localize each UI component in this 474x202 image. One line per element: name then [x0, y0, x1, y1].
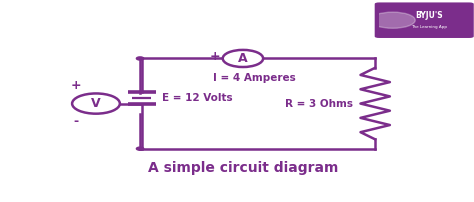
Text: V: V: [91, 97, 101, 110]
FancyBboxPatch shape: [375, 2, 474, 38]
Text: +: +: [210, 50, 221, 63]
Text: R = 3 Ohms: R = 3 Ohms: [285, 99, 353, 108]
Circle shape: [137, 57, 144, 60]
Text: A simple circuit diagram: A simple circuit diagram: [148, 161, 338, 175]
Circle shape: [223, 50, 263, 67]
Text: The Learning App: The Learning App: [411, 25, 447, 29]
Text: +: +: [71, 79, 81, 92]
Text: I = 4 Amperes: I = 4 Amperes: [212, 73, 295, 83]
Circle shape: [370, 12, 415, 28]
Text: -: -: [73, 115, 78, 128]
Circle shape: [137, 147, 144, 150]
Text: BYJU'S: BYJU'S: [415, 11, 443, 20]
Text: E = 12 Volts: E = 12 Volts: [162, 93, 233, 103]
Circle shape: [72, 94, 120, 114]
Text: A: A: [238, 52, 248, 65]
